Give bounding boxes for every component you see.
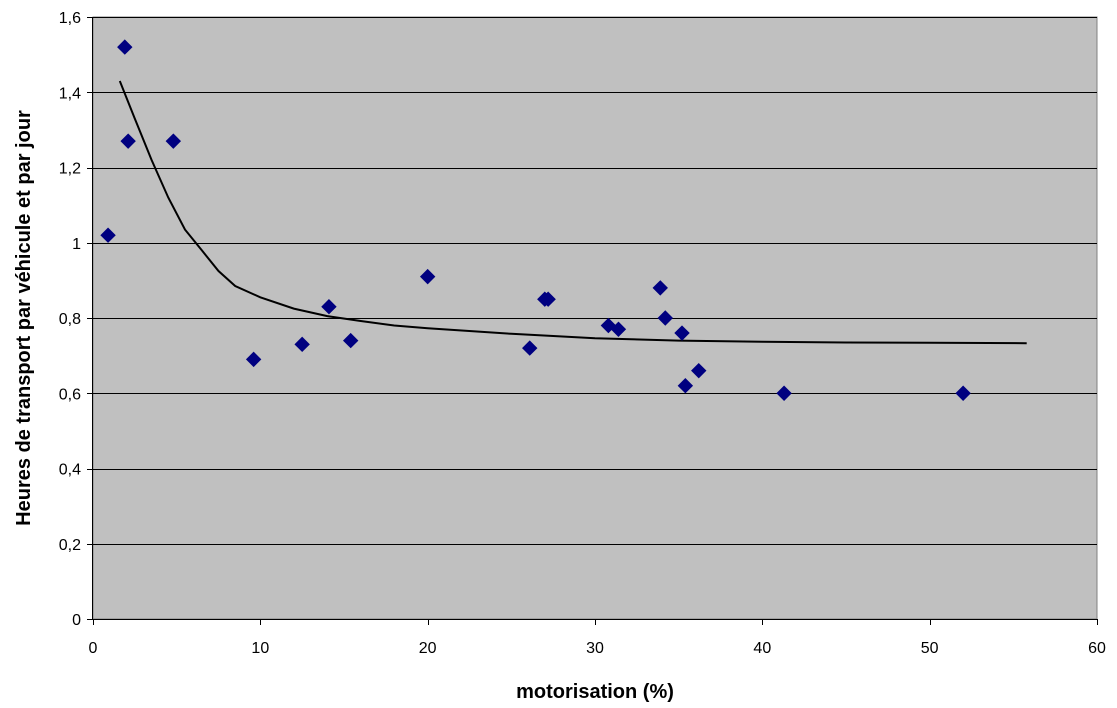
x-tick-label: 50	[921, 640, 939, 657]
data-point	[100, 227, 116, 243]
data-point	[165, 133, 182, 149]
x-tick-label: 60	[1088, 640, 1106, 657]
y-tick-label: 0,4	[59, 462, 81, 479]
x-tick-label: 20	[419, 640, 437, 657]
data-point	[419, 268, 436, 285]
gridlines	[93, 17, 1097, 545]
y-axis-title: Heures de transport par véhicule et par …	[13, 110, 35, 526]
data-points	[100, 39, 971, 401]
data-point	[691, 362, 707, 379]
x-tick-label: 40	[753, 640, 771, 657]
data-point	[117, 39, 133, 55]
data-point	[677, 378, 694, 394]
trend-line	[118, 80, 1027, 345]
y-tick-label: 1,4	[59, 85, 81, 102]
y-tick-label: 0,6	[59, 386, 81, 403]
data-point	[294, 336, 310, 353]
data-point	[776, 385, 792, 401]
data-point	[610, 321, 627, 337]
axes	[87, 17, 1098, 625]
y-tick-label: 1,2	[59, 161, 81, 178]
y-tick-label: 0,2	[59, 537, 81, 554]
data-point	[342, 332, 359, 349]
y-tick-label: 0	[72, 612, 81, 629]
x-axis-title: motorisation (%)	[516, 681, 674, 703]
data-point	[522, 340, 538, 356]
data-point	[955, 385, 971, 401]
data-point	[321, 299, 337, 315]
x-tick-label: 10	[251, 640, 269, 657]
trend-line-layer	[118, 80, 1027, 345]
x-tick-label: 0	[89, 640, 98, 657]
data-point	[540, 291, 556, 307]
data-point	[657, 310, 673, 326]
data-point	[674, 325, 690, 341]
x-tick-label: 30	[586, 640, 604, 657]
data-point	[652, 280, 668, 296]
y-tick-label: 0,8	[59, 311, 81, 328]
data-point	[245, 351, 262, 368]
tick-labels: 0 10 20 30 40 50 60 0 0,2 0,4 0,6 0,8 1 1,2 1,4 1,6	[59, 10, 1106, 657]
y-tick-label: 1,6	[59, 10, 81, 27]
data-point	[120, 133, 136, 149]
y-tick-label: 1	[72, 236, 81, 253]
